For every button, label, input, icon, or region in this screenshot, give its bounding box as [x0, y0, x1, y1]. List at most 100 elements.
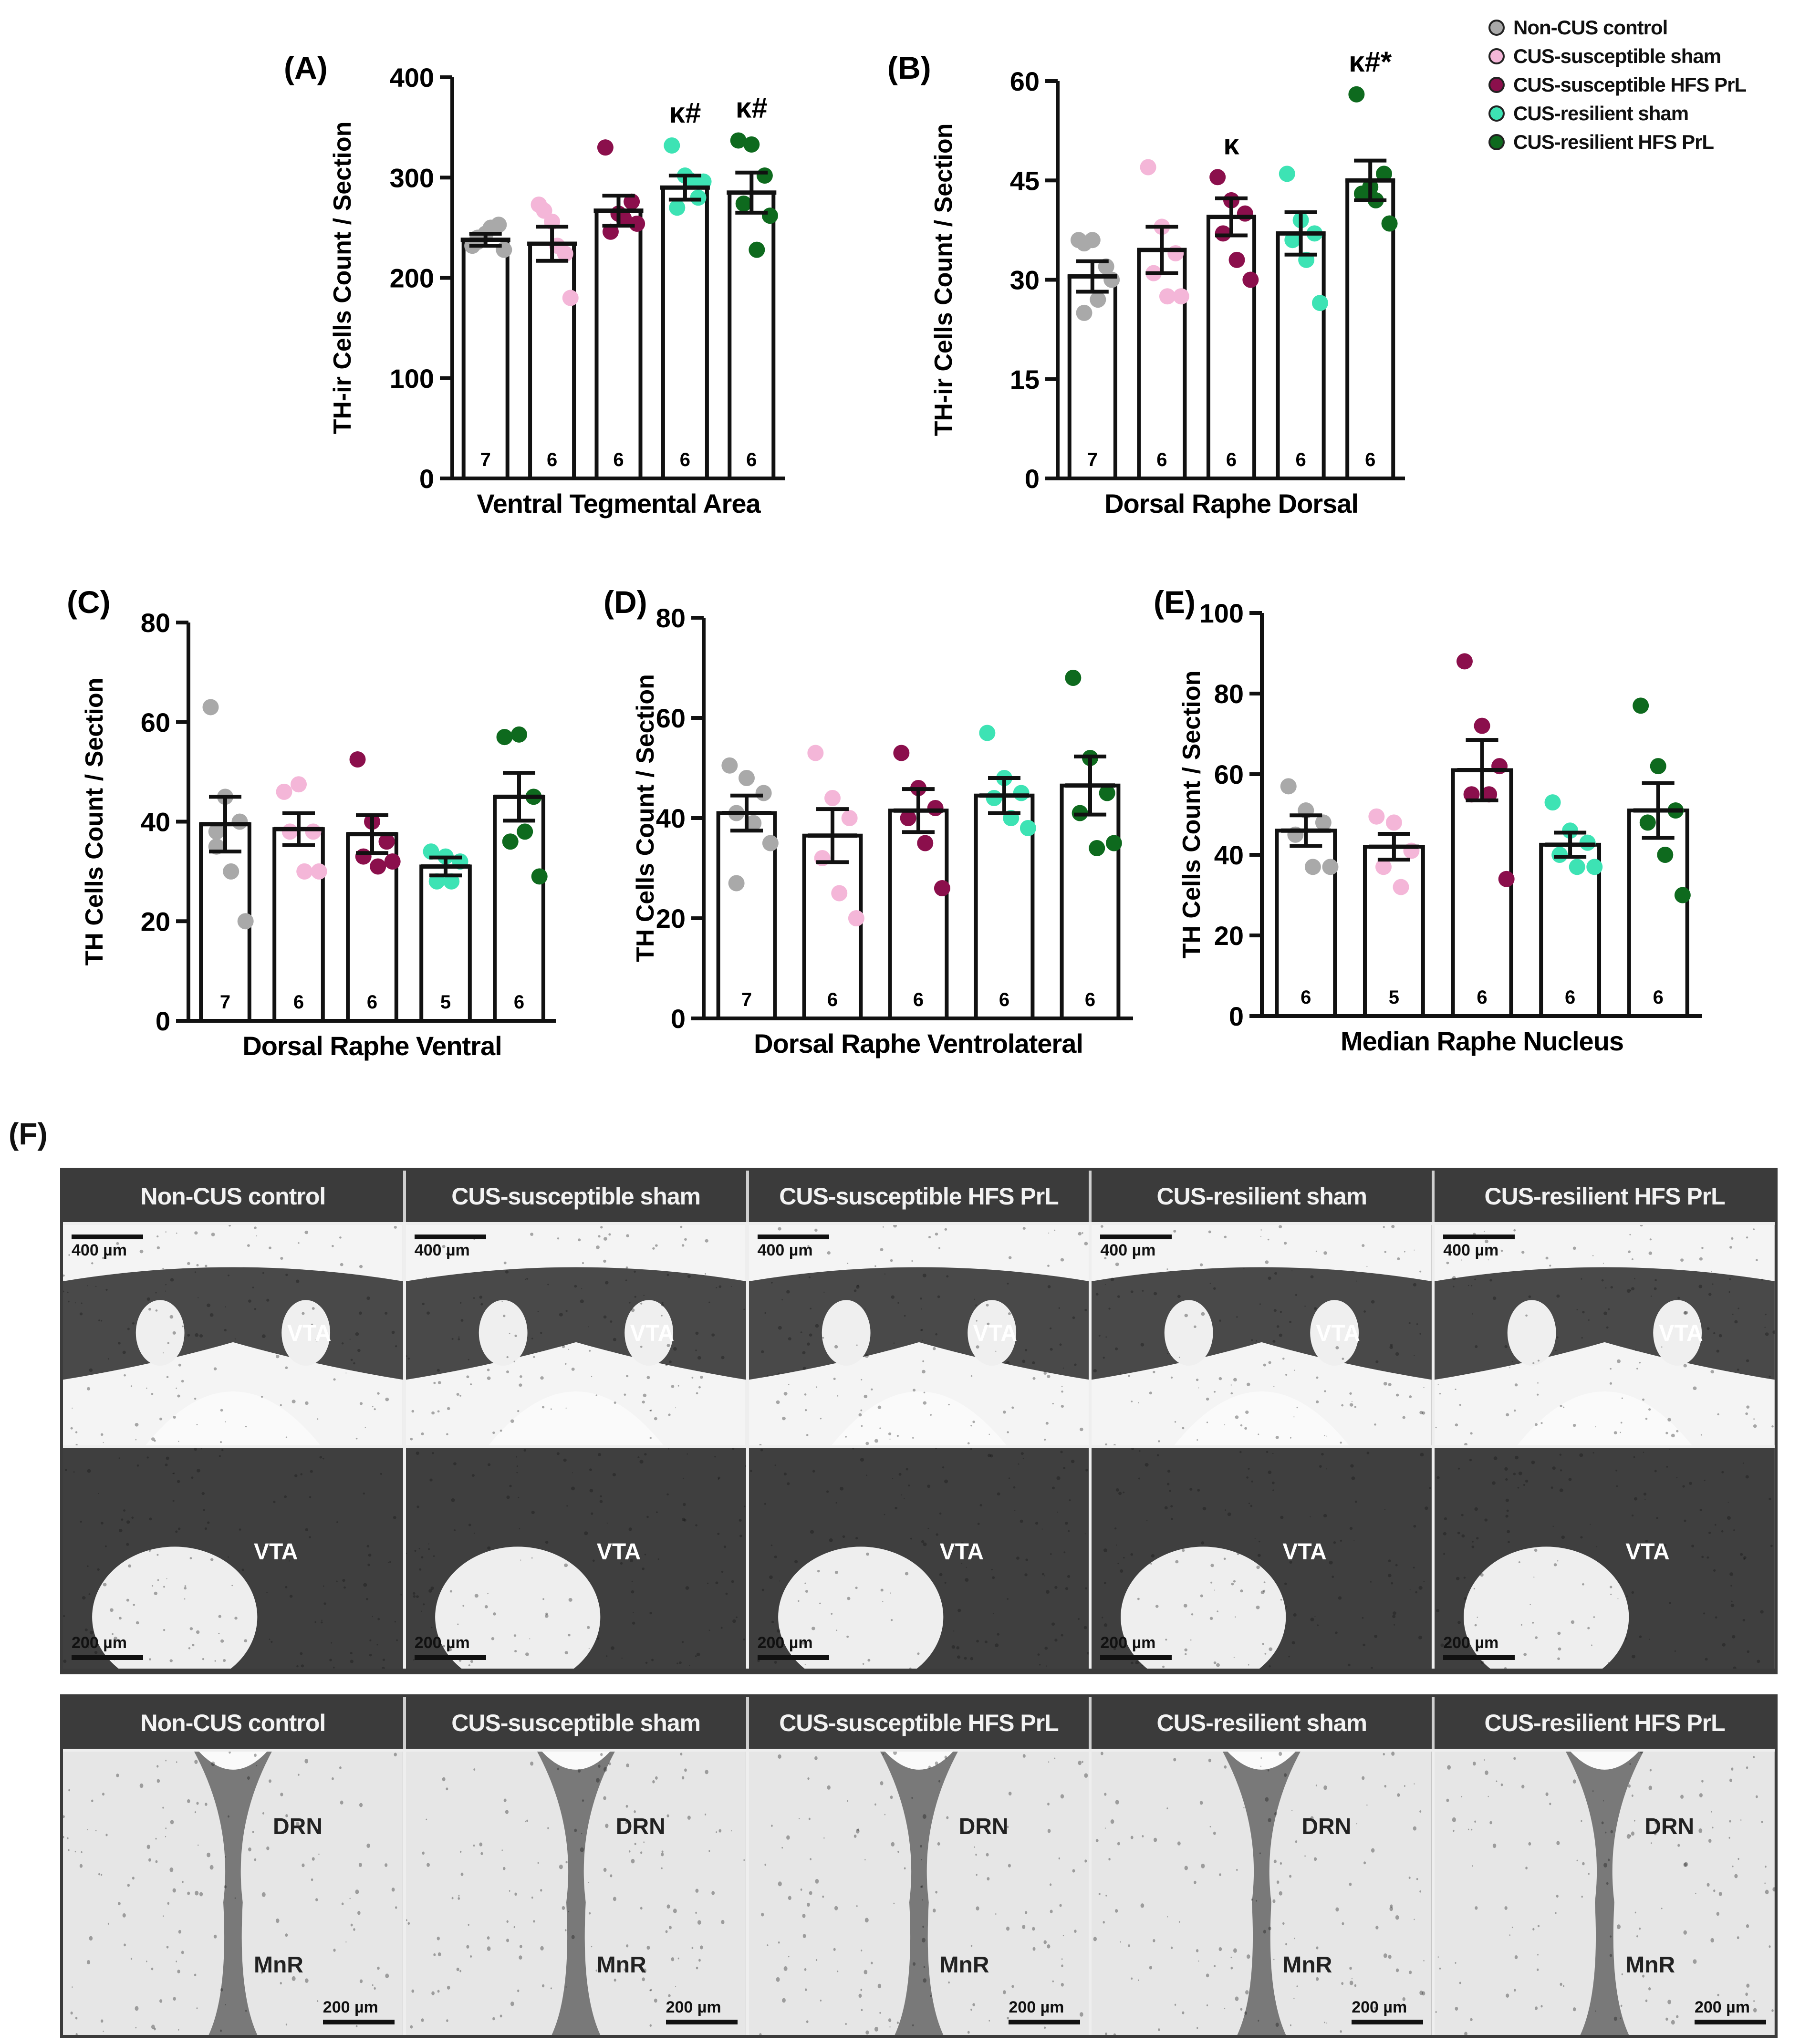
texture-speck [705, 1239, 708, 1243]
texture-speck [194, 1448, 197, 1451]
texture-speck [339, 1236, 342, 1239]
texture-speck [935, 1233, 938, 1236]
texture-speck [1077, 1618, 1080, 1620]
texture-speck [1721, 1471, 1724, 1473]
texture-speck [1043, 1371, 1047, 1375]
data-point [1348, 86, 1365, 103]
texture-speck [1608, 1308, 1610, 1310]
texture-speck [600, 1753, 603, 1756]
texture-speck [1509, 1367, 1511, 1369]
texture-speck [1631, 1831, 1635, 1836]
texture-speck [1079, 1427, 1083, 1432]
texture-speck [285, 1586, 288, 1588]
texture-speck [192, 1644, 195, 1647]
texture-speck [1645, 1539, 1648, 1543]
texture-speck [517, 1410, 520, 1412]
texture-speck [1210, 1283, 1211, 1284]
texture-speck [907, 1484, 910, 1487]
texture-speck [1131, 1401, 1133, 1402]
legend-marker [1488, 77, 1505, 93]
ventricle [146, 1391, 321, 1445]
texture-speck [665, 1364, 668, 1366]
texture-speck [786, 1482, 790, 1485]
texture-speck [745, 1465, 746, 1467]
texture-speck [1706, 1883, 1710, 1887]
micrograph-cell: 200 µm DRN MnR [749, 1749, 1092, 2035]
texture-speck [1488, 1259, 1489, 1261]
texture-speck [194, 1271, 197, 1273]
texture-speck [139, 1249, 144, 1254]
texture-speck [1116, 1488, 1120, 1492]
texture-speck [1521, 1251, 1525, 1254]
texture-speck [1113, 2033, 1116, 2035]
texture-speck [655, 1244, 658, 1247]
data-point [531, 868, 548, 885]
texture-speck [1140, 1343, 1145, 1347]
texture-speck [1142, 1290, 1144, 1292]
texture-speck [1632, 1515, 1634, 1517]
scale-bar-line [757, 1235, 829, 1239]
texture-speck [1452, 1817, 1457, 1822]
texture-speck [1654, 1287, 1657, 1290]
texture-speck [1058, 1857, 1060, 1860]
scale-bar: 200 µm [1009, 1998, 1081, 2026]
texture-speck [75, 1431, 78, 1433]
texture-speck [1537, 1393, 1539, 1396]
texture-speck [1500, 1249, 1503, 1252]
texture-speck [779, 1580, 780, 1582]
texture-speck [1472, 1541, 1474, 1543]
texture-speck [1273, 1959, 1275, 1961]
texture-speck [714, 1456, 716, 1458]
texture-speck [624, 1968, 626, 1971]
texture-speck [1118, 1492, 1122, 1495]
texture-speck [1224, 1765, 1227, 1769]
texture-speck [937, 1295, 940, 1298]
data-point [1311, 295, 1328, 311]
texture-speck [625, 1805, 628, 1808]
micrograph-column-header: CUS-resilient HFS PrL [1484, 1183, 1726, 1210]
texture-speck [1117, 1295, 1121, 1298]
texture-speck [540, 1946, 544, 1951]
texture-speck [1268, 1238, 1269, 1241]
texture-speck [1197, 1489, 1200, 1492]
texture-speck [1576, 1859, 1578, 1862]
texture-speck [1273, 1386, 1275, 1388]
texture-speck [1745, 1412, 1748, 1415]
legend-label: CUS-susceptible HFS PrL [1513, 73, 1747, 96]
texture-speck [81, 1851, 83, 1853]
texture-speck [421, 2018, 424, 2022]
texture-speck [1282, 1358, 1285, 1360]
texture-speck [1757, 1660, 1760, 1663]
texture-speck [864, 1308, 866, 1310]
micrograph-image [1435, 1225, 1775, 1445]
texture-speck [1049, 1883, 1051, 1886]
texture-speck [704, 1813, 706, 1816]
texture-speck [1452, 1276, 1457, 1280]
texture-speck [98, 1873, 100, 1876]
texture-speck [1474, 1507, 1478, 1511]
texture-speck [649, 2024, 652, 2027]
texture-speck [365, 1598, 368, 1600]
texture-speck [1061, 1958, 1063, 1960]
texture-speck [280, 1982, 282, 1985]
texture-speck [256, 1764, 258, 1766]
texture-speck [421, 1432, 424, 1435]
texture-speck [296, 1665, 299, 1668]
texture-speck [1290, 1437, 1292, 1439]
data-point [762, 835, 779, 851]
texture-speck [1256, 1899, 1258, 1902]
texture-speck [1419, 1810, 1422, 1813]
texture-speck [166, 1456, 169, 1460]
unstained-region [1121, 1546, 1286, 1669]
texture-speck [459, 1850, 462, 1853]
texture-speck [1200, 1594, 1204, 1598]
texture-speck [285, 1933, 288, 1937]
texture-speck [456, 1967, 459, 1971]
texture-speck [1348, 1663, 1351, 1667]
texture-speck [845, 1436, 847, 1438]
texture-speck [197, 1469, 200, 1473]
texture-speck [241, 1568, 244, 1571]
texture-speck [1568, 1478, 1572, 1481]
scale-bar-label: 400 µm [757, 1241, 813, 1259]
texture-speck [1280, 1311, 1282, 1313]
